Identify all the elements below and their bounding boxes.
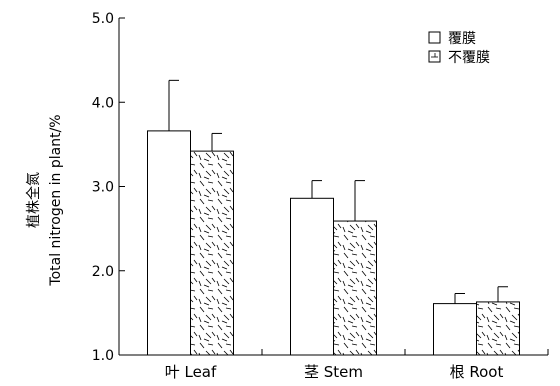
y-tick-label: 1.0	[92, 348, 114, 364]
x-category-label: 茎 Stem	[304, 363, 363, 381]
legend: 覆膜 不覆膜	[428, 31, 490, 66]
bar	[147, 130, 191, 356]
x-category-label: 根 Root	[450, 363, 504, 381]
legend-swatch-plain	[428, 31, 441, 44]
legend-label-series-1: 覆膜	[448, 31, 476, 47]
y-axis-title-en: Total nitrogen in plant/%	[48, 114, 64, 286]
legend-swatch-hatched	[428, 50, 441, 63]
x-category-label: 叶 Leaf	[165, 363, 217, 381]
y-tick-label: 4.0	[92, 95, 114, 111]
y-axis-title-cn: 植株全氮	[25, 172, 42, 228]
bar	[333, 220, 377, 356]
legend-label-series-2: 不覆膜	[448, 50, 490, 66]
bar	[433, 303, 477, 356]
y-tick-label: 2.0	[92, 264, 114, 280]
y-tick-label: 5.0	[92, 11, 114, 27]
y-tick-label: 3.0	[92, 180, 114, 196]
x-categories: 叶 Leaf 茎 Stem 根 Root	[165, 349, 549, 381]
bar	[476, 301, 520, 356]
bar	[290, 197, 334, 356]
y-ticks: 1.0 2.0 3.0 4.0 5.0	[92, 11, 125, 364]
bars	[147, 79, 520, 356]
bar	[190, 150, 234, 356]
